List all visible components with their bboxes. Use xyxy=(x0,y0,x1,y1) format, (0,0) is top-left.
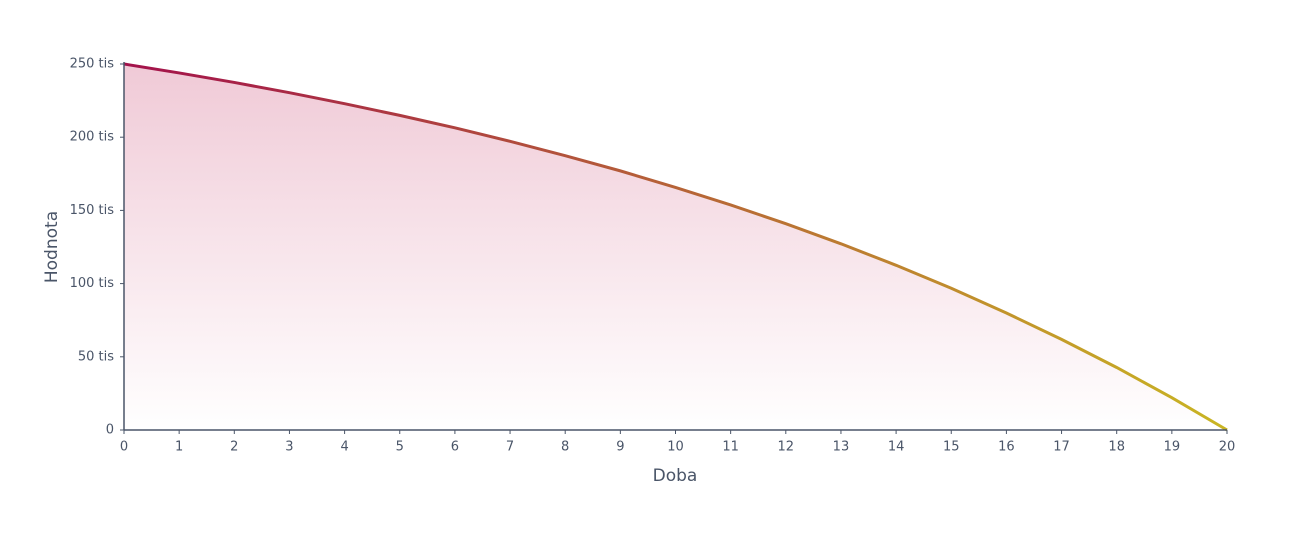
x-tick-label: 5 xyxy=(396,440,404,455)
x-tick-label: 13 xyxy=(833,440,850,455)
x-tick-label: 10 xyxy=(667,440,684,455)
y-tick-label: 200 tis xyxy=(70,130,115,145)
x-tick-label: 4 xyxy=(340,440,348,455)
y-tick-label: 50 tis xyxy=(78,349,114,364)
x-tick-label: 2 xyxy=(230,440,238,455)
x-axis-title: Doba xyxy=(653,466,698,486)
x-tick-label: 14 xyxy=(888,440,905,455)
x-tick-label: 19 xyxy=(1164,440,1181,455)
x-tick-label: 15 xyxy=(943,440,960,455)
x-tick-label: 8 xyxy=(561,440,569,455)
x-tick-label: 9 xyxy=(616,440,624,455)
x-tick-label: 16 xyxy=(998,440,1015,455)
x-tick-label: 6 xyxy=(451,440,459,455)
y-axis-title: Hodnota xyxy=(42,211,62,283)
x-tick-label: 0 xyxy=(120,440,128,455)
y-tick-label: 0 xyxy=(106,423,114,438)
x-tick-label: 20 xyxy=(1219,440,1236,455)
x-tick-label: 18 xyxy=(1108,440,1125,455)
x-tick-label: 1 xyxy=(175,440,183,455)
x-tick-label: 17 xyxy=(1053,440,1070,455)
x-tick-label: 12 xyxy=(778,440,795,455)
area-fill xyxy=(124,64,1227,430)
x-tick-label: 11 xyxy=(722,440,739,455)
y-tick-label: 250 tis xyxy=(70,57,115,72)
y-tick-label: 100 tis xyxy=(70,276,115,291)
x-tick-label: 7 xyxy=(506,440,514,455)
x-tick-label: 3 xyxy=(285,440,293,455)
line xyxy=(123,62,1228,432)
y-tick-label: 150 tis xyxy=(70,203,115,218)
